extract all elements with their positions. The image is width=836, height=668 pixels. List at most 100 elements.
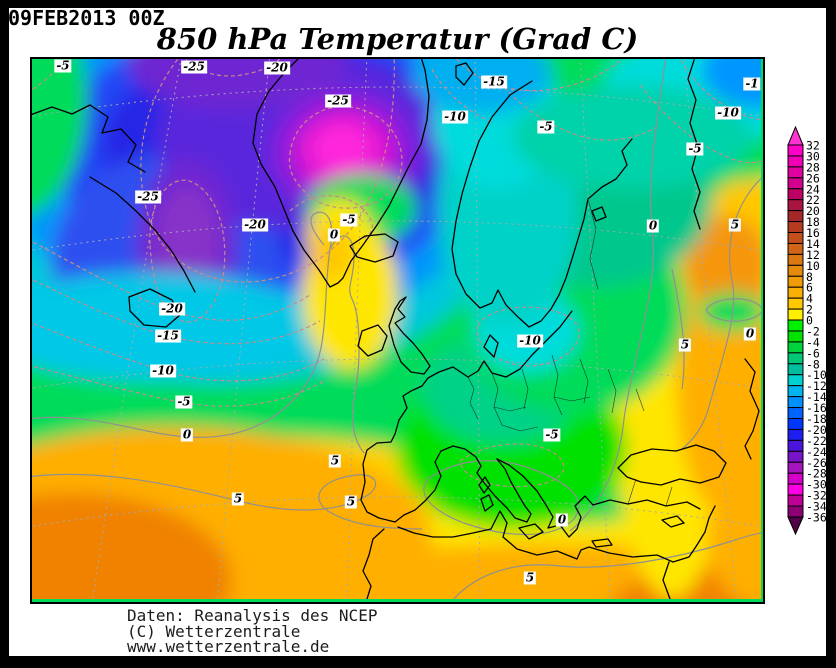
contour-label: -5 xyxy=(340,212,358,227)
colorbar-tick: 8 xyxy=(806,270,813,284)
colorbar-tick: 16 xyxy=(806,226,820,240)
colorbar-svg: 32302826242220181614121086420-2-4-6-8-10… xyxy=(787,125,827,536)
colorbar-box xyxy=(787,330,804,343)
colorbar-tick: 20 xyxy=(806,204,820,218)
contour-lines-positive xyxy=(32,59,761,599)
graticule-lines xyxy=(32,59,761,599)
footer-website: www.wetterzentrale.de xyxy=(127,637,330,656)
colorbar-box xyxy=(787,418,804,430)
colorbar-box xyxy=(787,439,804,452)
colorbar-box xyxy=(787,297,804,310)
colorbar-tick: 2 xyxy=(806,303,813,317)
colorbar-tick: -32 xyxy=(806,489,827,503)
colorbar-box xyxy=(787,166,804,179)
colorbar-box xyxy=(787,494,804,507)
contour-label: -15 xyxy=(155,328,181,343)
contour-label: -20 xyxy=(242,217,268,232)
colorbar-box xyxy=(787,450,804,463)
colorbar-tick: -36 xyxy=(806,510,827,524)
frame-top xyxy=(0,0,836,8)
colorbar-tick: -8 xyxy=(806,357,820,371)
contour-label: 0 xyxy=(555,512,569,527)
colorbar-tick: -26 xyxy=(806,456,827,470)
colorbar-tick: -14 xyxy=(806,390,827,404)
colorbar-tick: -20 xyxy=(806,423,827,437)
contour-label: 5 xyxy=(678,337,692,352)
contour-label: -20 xyxy=(159,301,185,316)
colorbar-box xyxy=(787,352,804,365)
contour-label: 0 xyxy=(327,227,341,242)
colorbar-tick: -28 xyxy=(806,467,827,481)
contour-label: 5 xyxy=(728,217,742,232)
contour-label: -15 xyxy=(481,74,507,89)
frame-right xyxy=(826,0,836,668)
colorbar-box xyxy=(787,472,804,485)
contour-label: -25 xyxy=(135,189,161,204)
contour-label: -1 xyxy=(743,76,761,91)
map-plot-area: -5 -25 -20 -25 -15 -10 -5 -1 -10 -5 -25 -20 -5 0 -20 -1… xyxy=(30,57,765,604)
colorbar-box xyxy=(787,407,804,419)
contour-label: -20 xyxy=(264,60,290,75)
contour-label: -25 xyxy=(325,93,351,108)
colorbar-box xyxy=(787,155,804,168)
contour-label: -10 xyxy=(442,109,468,124)
colorbar-box xyxy=(787,428,804,441)
colorbar-box xyxy=(787,144,804,157)
colorbar-tick: 18 xyxy=(806,215,820,229)
colorbar-tick: 14 xyxy=(806,237,820,251)
colorbar-box xyxy=(787,188,804,201)
colorbar-box xyxy=(787,385,804,398)
colorbar-tick: -10 xyxy=(806,368,827,382)
colorbar-box xyxy=(787,264,804,277)
colorbar-box xyxy=(787,286,804,299)
colorbar-box xyxy=(787,308,804,321)
coastlines xyxy=(32,59,760,599)
colorbar-box xyxy=(787,177,804,190)
contour-label: 0 xyxy=(646,218,660,233)
contour-label: 0 xyxy=(180,427,194,442)
colorbar-tick: 12 xyxy=(806,248,820,262)
colorbar-tick: -34 xyxy=(806,500,827,514)
colorbar-tick: 22 xyxy=(806,193,820,207)
colorbar-box xyxy=(787,242,804,255)
valid-time-label: 09FEB2013 00Z xyxy=(8,6,165,30)
country-borders xyxy=(467,198,673,507)
colorbar-tick: -18 xyxy=(806,412,827,426)
contour-label: -5 xyxy=(543,427,561,442)
colorbar-arrow-up xyxy=(787,125,804,146)
contour-label: 5 xyxy=(231,491,245,506)
colorbar-box xyxy=(787,505,804,518)
colorbar-tick: 26 xyxy=(806,171,820,185)
colorbar-tick: -6 xyxy=(806,346,820,360)
contour-label: 5 xyxy=(523,570,537,585)
contour-label: -5 xyxy=(54,58,72,73)
temperature-field-svg xyxy=(32,59,761,599)
colorbar-box xyxy=(787,319,804,332)
frame-bottom xyxy=(0,656,836,668)
contour-label: -5 xyxy=(686,141,704,156)
colorbar-tick: -16 xyxy=(806,401,827,415)
colorbar-tick: -22 xyxy=(806,434,827,448)
colorbar-box xyxy=(787,253,804,266)
colorbar-box xyxy=(787,461,804,474)
colorbar-tick: -30 xyxy=(806,478,827,492)
colorbar-tick: 28 xyxy=(806,160,820,174)
colorbar-tick: 30 xyxy=(806,149,820,163)
colorbar-box xyxy=(787,232,804,244)
contour-label: -25 xyxy=(181,59,207,74)
contour-label: -10 xyxy=(150,363,176,378)
footer-copyright: (C) Wetterzentrale xyxy=(127,621,301,641)
colorbar-tick: -24 xyxy=(806,445,827,459)
contour-label: 0 xyxy=(743,326,757,341)
colorbar-box xyxy=(787,374,804,387)
colorbar-box xyxy=(787,221,804,234)
colorbar-box xyxy=(787,363,804,376)
contour-label: 5 xyxy=(328,453,342,468)
colorbar-tick: 10 xyxy=(806,259,820,273)
temperature-shading xyxy=(32,59,761,599)
colorbar-tick: 32 xyxy=(806,139,820,153)
footer-data-source: Daten: Reanalysis des NCEP xyxy=(127,606,378,625)
page-title: 850 hPa Temperatur (Grad C) xyxy=(156,22,639,56)
colorbar-box xyxy=(787,483,804,496)
